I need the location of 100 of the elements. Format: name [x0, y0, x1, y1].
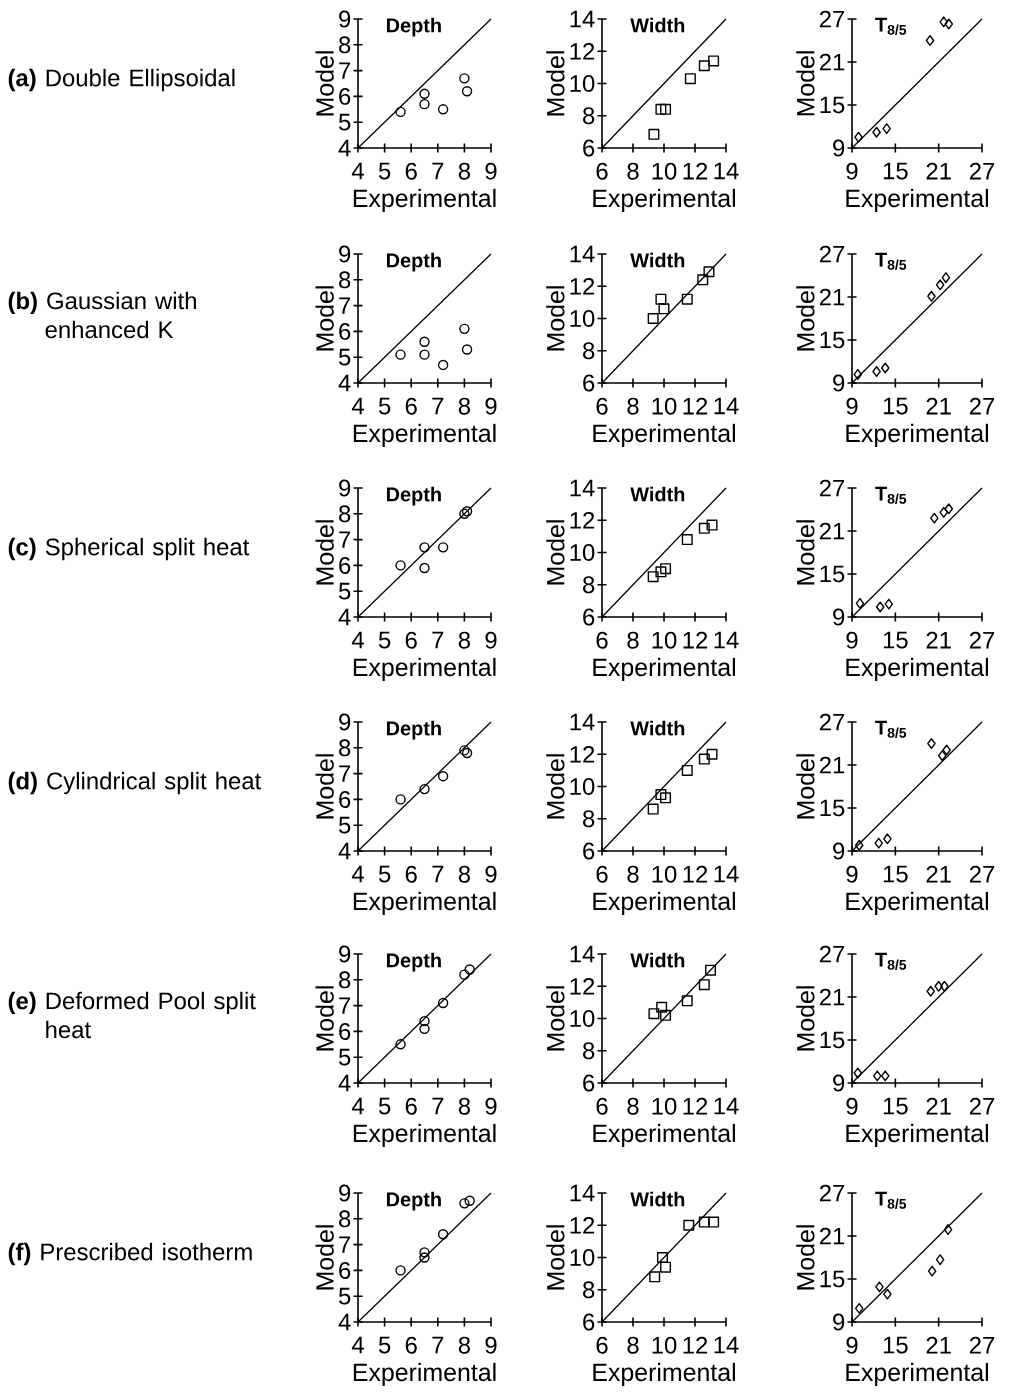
x-tick-label: 6 — [596, 1336, 608, 1354]
point — [698, 60, 710, 72]
x-tick-label: 27 — [969, 631, 995, 649]
point — [708, 1216, 720, 1228]
y-tick-label: 8 — [583, 1042, 595, 1060]
x-tick-label: 4 — [351, 1336, 364, 1354]
y-tick-label: 8 — [339, 271, 351, 289]
x-axis-title: Experimental — [846, 1123, 989, 1148]
point — [419, 783, 430, 795]
x-tick-label: 15 — [883, 1097, 908, 1115]
text: (a) Double Ellipsoidal — [8, 68, 235, 92]
x-tick-label: 12 — [683, 631, 708, 649]
x-axis-title: Experimental — [593, 891, 735, 916]
chart-title: T$_{8/5}$ — [875, 720, 907, 738]
point — [655, 103, 667, 115]
x-tick-label: 8 — [458, 397, 470, 415]
x-tick-label: 4 — [351, 397, 364, 415]
x-tick-label: 9 — [846, 1336, 858, 1354]
y-axis-title: Model — [546, 754, 565, 819]
point — [459, 1198, 470, 1209]
point — [872, 366, 881, 378]
y-tick-label: 9 — [339, 713, 351, 731]
y-tick-label: 6 — [339, 1022, 351, 1040]
point — [941, 272, 951, 284]
y-tick-label: 12 — [570, 745, 595, 763]
point — [461, 86, 473, 97]
point — [935, 1254, 945, 1266]
point — [656, 1252, 668, 1264]
point — [875, 1281, 884, 1293]
chart-title: T$_{8/5}$ — [875, 17, 907, 35]
y-tick-label: 6 — [583, 842, 595, 860]
y-tick-label: 14 — [570, 10, 595, 28]
y-tick-label: 9 — [339, 479, 351, 497]
x-tick-label: 8 — [458, 1097, 470, 1115]
text: (f) Prescribed isotherm — [8, 1242, 252, 1266]
x-tick-label: 21 — [926, 865, 951, 883]
point — [647, 571, 659, 583]
point — [660, 1009, 672, 1021]
x-tick-label: 12 — [683, 162, 708, 180]
y-tick-label: 21 — [819, 522, 845, 540]
point — [683, 1219, 695, 1231]
x-axis-title: Experimental — [846, 188, 989, 213]
x-tick-label: 6 — [405, 865, 417, 883]
y-tick-label: 9 — [833, 842, 845, 860]
x-axis-title: Experimental — [593, 1362, 735, 1387]
y-tick-label: 8 — [339, 971, 351, 989]
point — [880, 362, 890, 374]
x-tick-label: 27 — [969, 1097, 995, 1115]
y-tick-label: 15 — [820, 1031, 845, 1049]
x-tick-label: 10 — [652, 631, 677, 649]
point — [853, 368, 863, 380]
point — [660, 792, 672, 804]
chart-title: Width — [630, 720, 685, 736]
point — [942, 744, 951, 756]
point — [930, 512, 939, 524]
chart-title: Depth — [386, 1191, 441, 1211]
chart-title: Width — [630, 17, 685, 33]
point — [927, 738, 936, 750]
point — [708, 55, 720, 67]
point — [464, 1195, 475, 1206]
y-tick-label: 5 — [338, 348, 351, 366]
x-tick-label: 6 — [405, 1336, 417, 1354]
y-tick-label: 21 — [819, 988, 845, 1006]
x-tick-label: 6 — [596, 865, 608, 883]
x-tick-label: 10 — [652, 162, 677, 180]
x-tick-label: 5 — [378, 865, 391, 883]
y-tick-label: 6 — [339, 1261, 351, 1279]
point — [395, 1039, 406, 1050]
x-tick-label: 8 — [458, 631, 470, 649]
y-tick-label: 7 — [339, 62, 351, 79]
x-tick-label: 5 — [378, 162, 391, 180]
point — [461, 344, 473, 355]
y-tick-label: 12 — [570, 511, 595, 529]
point — [943, 1224, 953, 1236]
x-tick-label: 7 — [432, 1097, 444, 1115]
y-tick-label: 15 — [820, 96, 845, 114]
point — [698, 522, 710, 534]
chart-title: Depth — [386, 952, 441, 972]
x-tick-label: 4 — [351, 162, 364, 180]
x-axis-title: Experimental — [593, 1123, 735, 1148]
point — [419, 562, 430, 574]
point — [459, 969, 470, 980]
x-tick-label: 15 — [883, 631, 908, 649]
text: (d) Cylindrical split heat — [8, 771, 262, 795]
chart-title: Depth — [386, 252, 441, 272]
y-tick-label: 8 — [583, 810, 595, 828]
point — [883, 1288, 892, 1300]
x-axis-title: Experimental — [593, 188, 735, 213]
point — [681, 534, 693, 546]
y-tick-label: 21 — [819, 756, 845, 774]
x-tick-label: 14 — [714, 1336, 739, 1354]
y-tick-label: 9 — [833, 1074, 845, 1092]
point — [934, 980, 943, 992]
x-tick-label: 5 — [378, 1097, 391, 1115]
point — [927, 290, 936, 302]
x-tick-label: 14 — [714, 397, 739, 415]
y-tick-label: 4 — [338, 1074, 351, 1092]
point — [655, 789, 667, 801]
x-tick-label: 14 — [714, 865, 739, 883]
chart-title: T$_{8/5}$ — [875, 252, 907, 270]
